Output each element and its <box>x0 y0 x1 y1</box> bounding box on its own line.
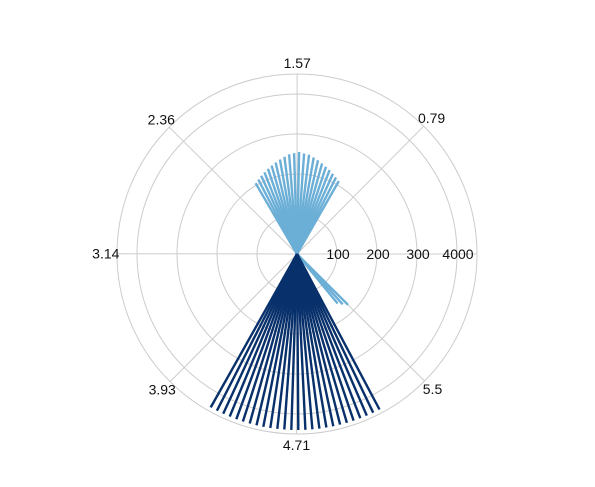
series-0-line-24 <box>296 253 349 306</box>
angle-tick-label-3: 2.36 <box>148 111 175 127</box>
grid-spoke-5 <box>169 253 298 383</box>
data-lines <box>209 151 381 431</box>
radial-tick-label-1: 200 <box>366 246 390 262</box>
series-1-line-25 <box>295 253 381 411</box>
angle-tick-label-1: 0.79 <box>418 110 445 126</box>
series-0-line-21 <box>254 182 299 255</box>
angle-tick-label-4: 3.14 <box>92 246 119 262</box>
radial-tick-label-3: 4000 <box>442 246 473 262</box>
angle-tick-label-7: 5.5 <box>423 381 443 397</box>
angle-tick-label-6: 4.71 <box>283 437 310 453</box>
angle-tick-label-5: 3.93 <box>149 382 176 398</box>
grid-spoke-1 <box>296 125 425 255</box>
radial-tick-label-2: 300 <box>406 246 430 262</box>
axis-labels: 0.79 1.57 2.36 3.14 3.93 4.71 5.5 100 200 300 4000 <box>92 55 474 453</box>
radial-tick-label-0: 100 <box>326 246 350 262</box>
angle-tick-label-2: 1.57 <box>284 55 311 71</box>
grid-spoke-3 <box>168 126 298 255</box>
